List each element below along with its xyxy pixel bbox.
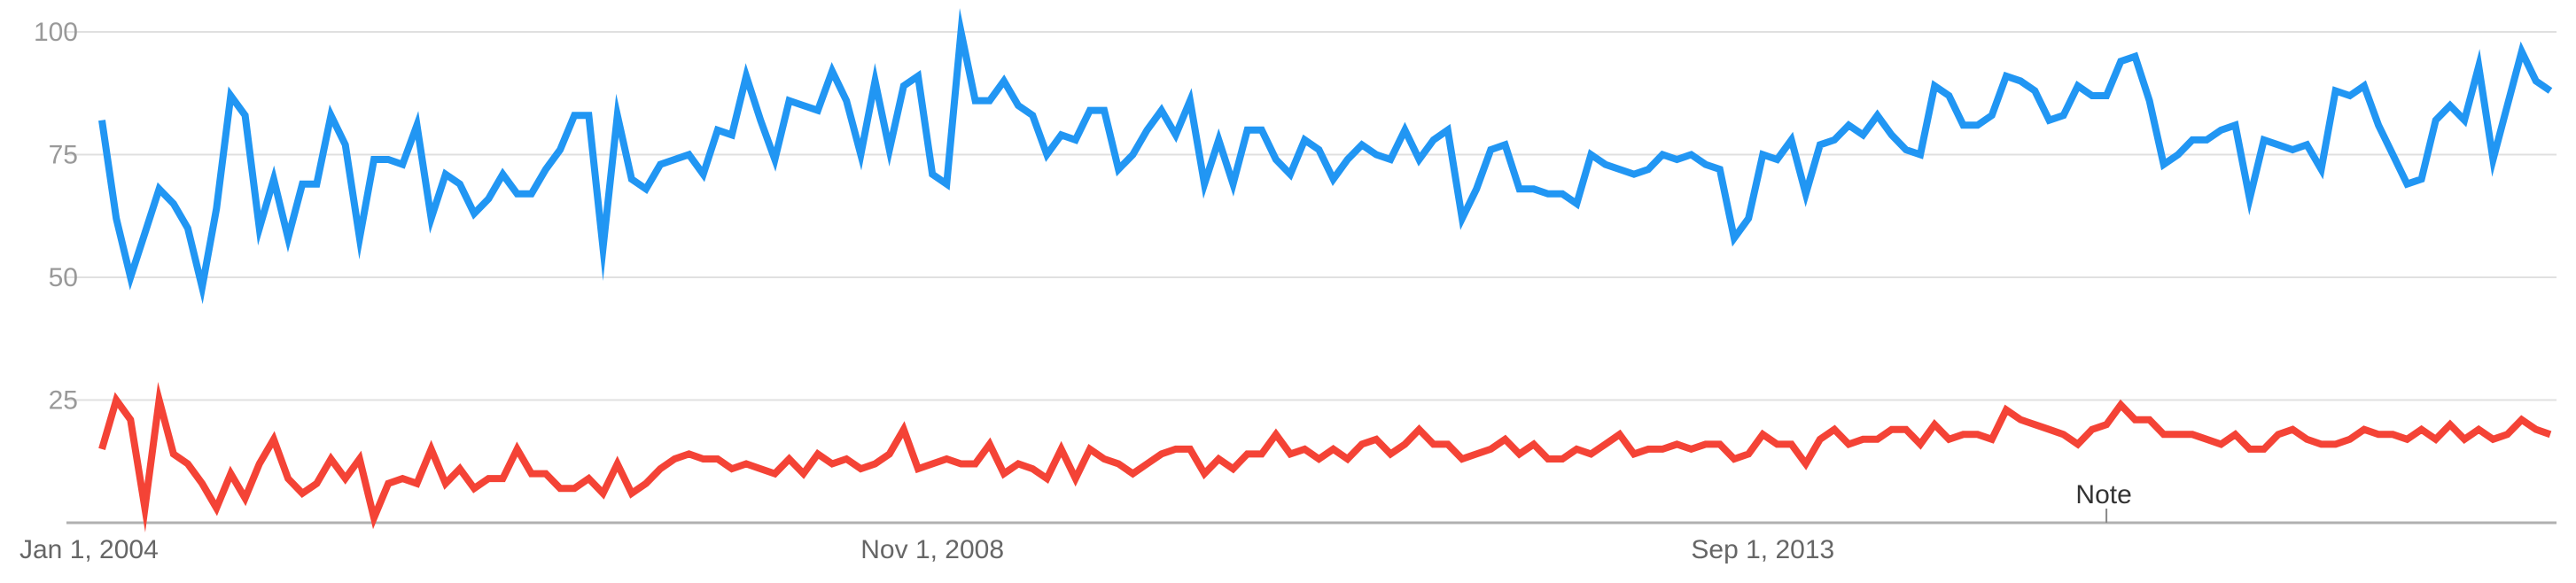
y-tick-label: 50 bbox=[49, 263, 78, 292]
y-tick-label: 100 bbox=[34, 18, 78, 47]
y-axis-ticks: 25 50 75 100 bbox=[34, 18, 78, 416]
x-axis-ticks: Jan 1, 2004 Nov 1, 2008 Sep 1, 2013 bbox=[19, 535, 1834, 564]
y-tick-label: 75 bbox=[49, 141, 78, 170]
y-tick-label: 25 bbox=[49, 386, 78, 416]
note-label[interactable]: Note bbox=[2075, 480, 2131, 509]
series-lines bbox=[102, 32, 2550, 518]
note-annotation[interactable]: Note bbox=[2075, 480, 2131, 523]
gridlines bbox=[66, 32, 2557, 400]
x-tick-label: Sep 1, 2013 bbox=[1691, 535, 1834, 564]
x-tick-label: Jan 1, 2004 bbox=[19, 535, 159, 564]
series-line-1 bbox=[102, 32, 2550, 287]
series-line-2 bbox=[102, 400, 2550, 518]
x-tick-label: Nov 1, 2008 bbox=[860, 535, 1004, 564]
